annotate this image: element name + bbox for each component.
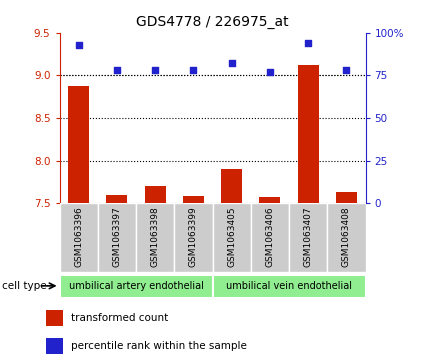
- Text: umbilical vein endothelial: umbilical vein endothelial: [226, 281, 352, 291]
- Bar: [46, 338, 63, 354]
- Bar: [221, 169, 242, 203]
- Point: [190, 67, 197, 73]
- Text: GSM1063396: GSM1063396: [74, 207, 83, 268]
- Point: [343, 67, 350, 73]
- Bar: [144, 186, 166, 203]
- Bar: [106, 195, 128, 203]
- Bar: [251, 203, 289, 272]
- Bar: [183, 196, 204, 203]
- Bar: [46, 310, 63, 326]
- Bar: [289, 203, 327, 272]
- Text: umbilical artery endothelial: umbilical artery endothelial: [68, 281, 204, 291]
- Bar: [60, 203, 98, 272]
- Bar: [174, 203, 212, 272]
- Bar: [98, 203, 136, 272]
- Text: cell type: cell type: [2, 281, 47, 291]
- Text: GSM1063405: GSM1063405: [227, 207, 236, 268]
- Point: [305, 40, 312, 46]
- Text: GSM1063398: GSM1063398: [150, 207, 160, 268]
- Bar: [327, 203, 366, 272]
- Bar: [60, 275, 212, 298]
- Bar: [68, 86, 89, 203]
- Text: percentile rank within the sample: percentile rank within the sample: [71, 341, 246, 351]
- Text: transformed count: transformed count: [71, 313, 168, 323]
- Bar: [136, 203, 174, 272]
- Text: GSM1063397: GSM1063397: [112, 207, 122, 268]
- Text: GSM1063399: GSM1063399: [189, 207, 198, 268]
- Text: GSM1063408: GSM1063408: [342, 207, 351, 268]
- Title: GDS4778 / 226975_at: GDS4778 / 226975_at: [136, 15, 289, 29]
- Point: [228, 61, 235, 66]
- Text: GSM1063406: GSM1063406: [265, 207, 275, 268]
- Bar: [212, 275, 366, 298]
- Text: GSM1063407: GSM1063407: [303, 207, 313, 268]
- Bar: [336, 192, 357, 203]
- Bar: [212, 203, 251, 272]
- Bar: [259, 197, 280, 203]
- Point: [113, 67, 120, 73]
- Bar: [298, 65, 319, 203]
- Point: [152, 67, 159, 73]
- Point: [266, 69, 273, 75]
- Point: [75, 42, 82, 48]
